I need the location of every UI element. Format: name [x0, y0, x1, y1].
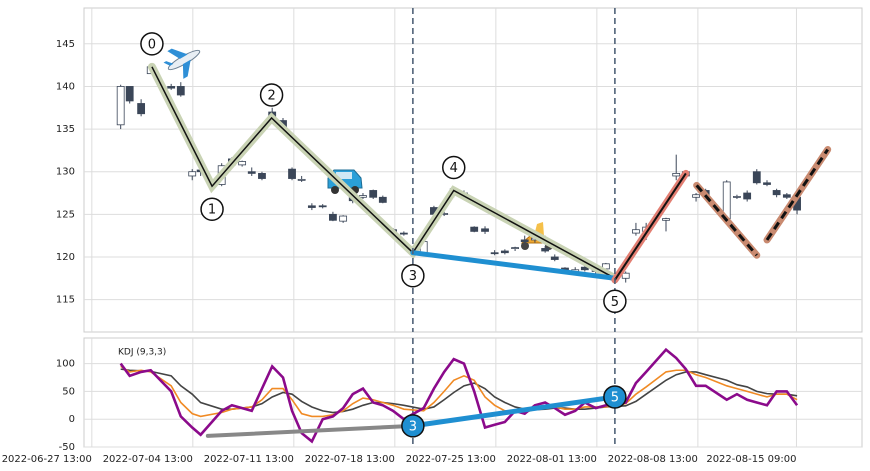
candle-body [247, 171, 256, 174]
plot-frame [83, 337, 863, 448]
candle-body [307, 205, 316, 208]
x-tick-label: 2022-07-25 13:00 [406, 454, 496, 465]
candle-body [359, 195, 367, 198]
x-tick-label: 2022-08-01 13:00 [507, 454, 597, 465]
candle-body [470, 226, 479, 232]
candle-body [662, 218, 670, 221]
candle-body [772, 190, 781, 196]
pivot-label: 1 [208, 203, 216, 218]
pivot-marker [200, 197, 224, 221]
pivot-marker [259, 83, 284, 107]
candle-body [550, 256, 559, 260]
y-tick-label: 130 [56, 167, 75, 178]
y-tick-label: 140 [56, 81, 75, 92]
y-tick-label: 125 [56, 209, 75, 220]
pivot-label: 4 [450, 161, 458, 176]
pivot-marker [401, 263, 425, 288]
candle-body [782, 194, 791, 198]
candle-body [238, 161, 247, 166]
candle-body [733, 196, 741, 198]
pivot-label: 5 [611, 295, 619, 310]
candle-body [399, 232, 408, 235]
plane-icon [163, 48, 201, 79]
candle-body [297, 178, 306, 181]
candle-body [378, 196, 387, 203]
pivot-marker [401, 414, 425, 438]
plot-frame [83, 7, 863, 333]
y-tick-label: 120 [56, 252, 75, 263]
pivot-label: 0 [148, 37, 156, 52]
candle-body [692, 194, 700, 198]
x-tick-label: 2022-07-11 13:00 [204, 454, 294, 465]
candle-body [481, 228, 489, 232]
x-tick-label: 2022-07-04 13:00 [103, 454, 193, 465]
candle-body [541, 248, 550, 252]
y-tick-label: 50 [62, 386, 75, 397]
candle-body [763, 182, 771, 185]
candle-body [167, 86, 176, 89]
candle-body [743, 192, 752, 200]
trend-line [410, 250, 618, 281]
y-tick-label: 115 [56, 295, 75, 306]
pivot-marker [140, 32, 164, 56]
candle-body [752, 171, 761, 184]
candle-body [672, 173, 681, 177]
trend-line-core [695, 184, 758, 257]
candle-body [580, 266, 589, 271]
pivot-marker [442, 155, 466, 180]
candle-body [520, 239, 529, 243]
y-tick-label: 135 [56, 124, 75, 135]
pivot-label: 5 [611, 390, 619, 405]
trend-line-core [151, 66, 616, 279]
kdj-line [119, 347, 799, 444]
x-tick-label: 2022-07-18 13:00 [305, 454, 395, 465]
candle-body [490, 252, 499, 255]
candle-body [621, 272, 630, 279]
x-tick-label: 2022-08-15 09:00 [706, 454, 796, 465]
candle-body [369, 190, 378, 198]
y-tick-label: -50 [59, 442, 75, 453]
candle-body [318, 205, 327, 208]
candle-body [258, 173, 266, 179]
pivot-label: 2 [267, 88, 275, 103]
candle-body [329, 213, 337, 221]
candle-body [137, 103, 146, 115]
candle-body [632, 229, 640, 234]
pivot-marker [603, 289, 627, 314]
trend-line [205, 423, 415, 438]
panel-title: KDJ (9,3,3) [118, 348, 166, 358]
candle-body [500, 250, 509, 254]
y-tick-label: 145 [56, 39, 75, 50]
candle-body [288, 168, 296, 179]
y-tick-label: 100 [56, 359, 75, 370]
trend-line [410, 394, 618, 429]
x-tick-label: 2022-08-08 13:00 [608, 454, 698, 465]
pivot-marker [603, 385, 627, 409]
trend-line-core [614, 172, 687, 281]
trend-line-core [765, 148, 829, 241]
pivot-label: 3 [409, 269, 417, 284]
candle-body [176, 86, 185, 96]
x-tick-label: 2022-06-27 13:00 [2, 454, 92, 465]
pivot-label: 3 [409, 419, 417, 434]
candle-body [116, 86, 125, 126]
candle-body [511, 247, 519, 249]
y-tick-label: 0 [69, 414, 75, 425]
candle-body [188, 171, 197, 177]
candle-body [339, 215, 348, 222]
candle-body [125, 86, 134, 102]
